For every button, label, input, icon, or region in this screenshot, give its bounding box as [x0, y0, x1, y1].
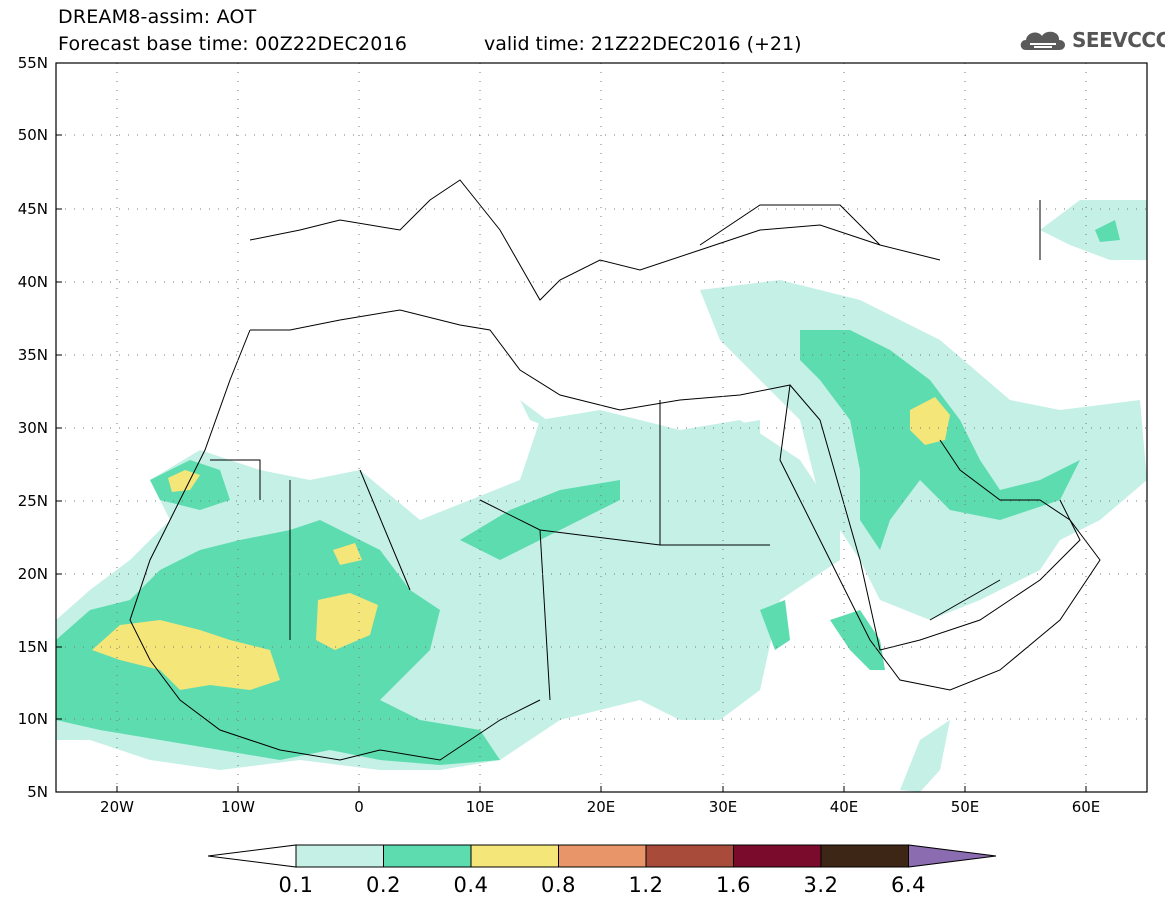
chart-title: DREAM8-assim: AOT — [58, 6, 257, 28]
lon-labels: 20W 10W 0 10E 20E 30E 40E 50E 60E — [100, 798, 1100, 816]
lat-label: 30N — [18, 419, 48, 437]
aot-region-mid-sahara-band — [460, 480, 620, 560]
colorbar-swatch — [295, 844, 384, 868]
colorbar-left-arrow — [207, 844, 297, 868]
coastline-africa-north — [250, 309, 1101, 691]
lon-label: 0 — [354, 798, 364, 816]
colorbar-label: 0.2 — [366, 873, 401, 897]
grid — [56, 63, 1147, 792]
lat-label: 45N — [18, 200, 48, 218]
aot-region-high-mali — [316, 593, 378, 650]
aot-region-mid-red-sea — [830, 610, 885, 670]
tick-marks — [56, 62, 1087, 792]
lat-label: 15N — [18, 638, 48, 656]
colorbar-swatch — [733, 844, 822, 868]
lat-label: 50N — [18, 126, 48, 144]
seevccc-logo: SEEVCCC — [1018, 26, 1165, 54]
colorbar-label: 1.2 — [628, 873, 664, 897]
aot-region-low-horn — [900, 720, 950, 792]
colorbar-swatch — [645, 844, 734, 868]
lat-labels: 5N 10N 15N 20N 25N 30N 35N 40N 45N 50N 5… — [18, 54, 48, 801]
lat-label: 55N — [18, 54, 48, 72]
colorbar-label: 1.6 — [716, 873, 751, 897]
lat-label: 25N — [18, 492, 48, 510]
logo-text: SEEVCCC — [1072, 28, 1165, 52]
aot-region-high-iraq — [910, 397, 950, 445]
lon-label: 30E — [709, 798, 738, 816]
aot-region-low-north-sahara — [520, 400, 760, 460]
cloud-logo-icon — [1020, 31, 1065, 50]
colorbar-swatch — [383, 844, 472, 868]
lon-label: 50E — [951, 798, 980, 816]
colorbar — [207, 844, 997, 868]
lon-label: 20W — [100, 798, 134, 816]
lon-label: 20E — [587, 798, 616, 816]
colorbar-labels: 0.1 0.2 0.4 0.8 1.2 1.6 3.2 6.4 — [0, 873, 1165, 899]
lat-label: 5N — [27, 783, 48, 801]
coastlines — [129, 179, 1101, 761]
colorbar-label: 6.4 — [891, 873, 926, 897]
lon-label: 10W — [221, 798, 255, 816]
aot-field — [56, 200, 1147, 792]
colorbar-right-arrow — [908, 844, 997, 868]
lat-label: 40N — [18, 273, 48, 291]
coastline-arabia — [789, 384, 1081, 651]
aot-region-mid-caspian — [1095, 220, 1120, 242]
lat-label: 35N — [18, 346, 48, 364]
colorbar-label: 0.8 — [541, 873, 576, 897]
aot-region-mid-sudan — [760, 600, 790, 650]
forecast-base-time: Forecast base time: 00Z22DEC2016 — [58, 33, 408, 55]
colorbar-swatch — [820, 844, 909, 868]
colorbar-label: 0.1 — [278, 873, 314, 897]
colorbar-swatch — [470, 844, 559, 868]
lon-label: 60E — [1072, 798, 1101, 816]
lat-label: 10N — [18, 710, 48, 728]
colorbar-label: 0.4 — [453, 873, 489, 897]
colorbar-label: 3.2 — [803, 873, 839, 897]
lon-label: 10E — [466, 798, 495, 816]
colorbar-swatch — [558, 844, 647, 868]
border-lines — [210, 200, 1041, 701]
valid-time: valid time: 21Z22DEC2016 (+21) — [484, 33, 802, 55]
lon-label: 40E — [830, 798, 859, 816]
coastline-europe — [249, 179, 941, 301]
aot-region-mid-west-africa — [56, 520, 500, 765]
coastline-africa-west — [129, 329, 541, 761]
aot-region-high-algeria — [333, 543, 362, 565]
lat-label: 20N — [18, 565, 48, 583]
aot-region-low-caspian — [1040, 200, 1147, 260]
coastline-black-sea — [699, 204, 881, 246]
